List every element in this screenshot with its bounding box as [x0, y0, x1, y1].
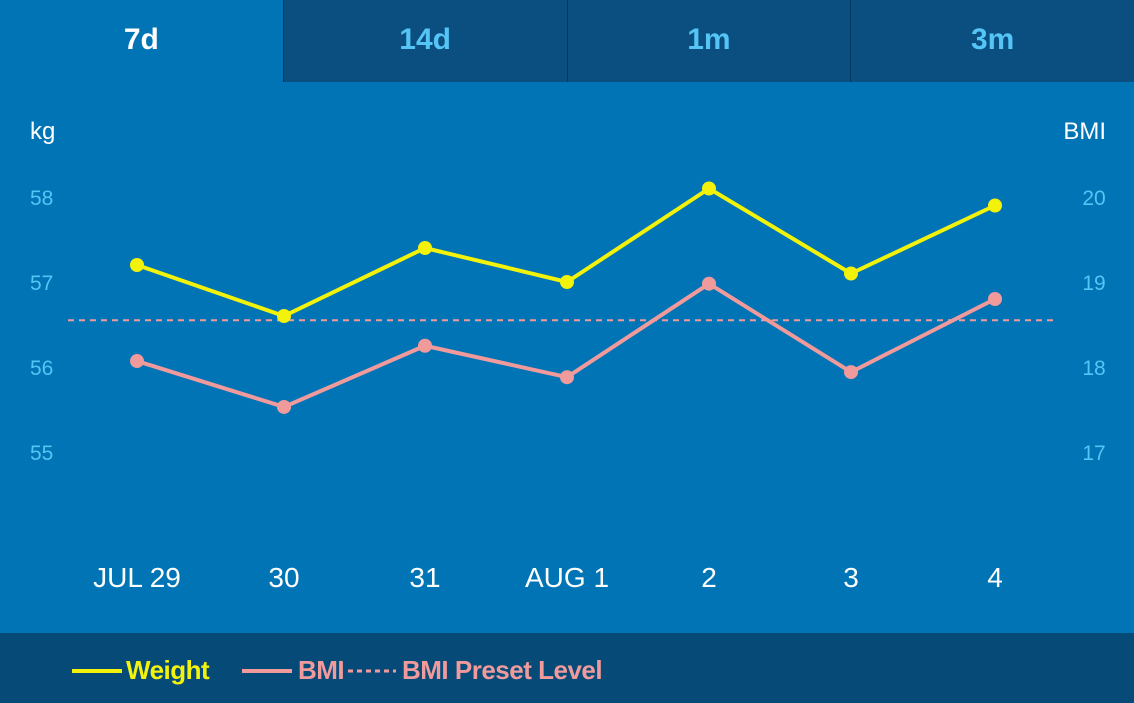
- period-tab-bar: 7d 14d 1m 3m: [0, 0, 1134, 82]
- right-tick-label: 17: [1082, 442, 1105, 465]
- x-tick-label: 30: [268, 562, 299, 593]
- bmi-data-point: [702, 276, 716, 291]
- legend-preset-label: BMI Preset Level: [402, 655, 603, 685]
- x-tick-label: 2: [701, 562, 717, 593]
- right-tick-label: 19: [1082, 272, 1105, 295]
- right-tick-label: 18: [1082, 357, 1105, 380]
- bmi-series-line: [136, 281, 996, 409]
- x-tick-label: AUG 1: [525, 562, 609, 593]
- chart-area: kg BMI 55 56 57 58 17 18 19 20 JUL 29 30 31 AUG 1 2 3…: [0, 82, 1134, 633]
- left-tick-label: 58: [30, 187, 53, 210]
- weight-data-point: [988, 198, 1002, 213]
- legend-preset-swatch: [348, 669, 396, 672]
- weight-bmi-chart: 55 56 57 58 17 18 19 20 JUL 29 30 31 AUG 1 2 3 4: [30, 181, 1106, 593]
- legend: Weight BMI BMI Preset Level: [0, 633, 1134, 703]
- bmi-data-point: [130, 354, 144, 369]
- right-tick-label: 20: [1082, 187, 1105, 210]
- legend-preset: BMI Preset Level: [348, 655, 603, 686]
- left-tick-label: 57: [30, 272, 53, 295]
- tab-7d[interactable]: 7d: [0, 0, 283, 82]
- x-tick-label: 4: [987, 562, 1003, 593]
- weight-data-point: [702, 181, 716, 196]
- legend-weight-swatch: [72, 668, 122, 673]
- bmi-data-point: [560, 370, 574, 385]
- right-axis-unit: BMI: [1063, 118, 1106, 145]
- x-tick-label: JUL 29: [93, 562, 181, 593]
- tab-3m[interactable]: 3m: [850, 0, 1134, 82]
- tab-1m[interactable]: 1m: [566, 0, 851, 82]
- tab-14d[interactable]: 14d: [282, 0, 567, 82]
- bmi-data-point: [418, 338, 432, 353]
- bmi-data-point: [844, 365, 858, 380]
- weight-data-point: [844, 266, 858, 281]
- weight-data-point: [130, 258, 144, 272]
- bmi-data-point: [988, 292, 1002, 306]
- weight-data-point: [560, 275, 574, 289]
- weight-data-point: [418, 241, 432, 255]
- weight-series-line: [136, 186, 996, 318]
- weight-data-point: [277, 309, 291, 323]
- legend-bmi-label: BMI: [298, 655, 345, 685]
- x-tick-label: 3: [843, 562, 859, 593]
- left-axis-unit: kg: [30, 118, 56, 145]
- legend-weight: Weight: [72, 655, 210, 686]
- left-tick-label: 55: [30, 442, 53, 465]
- x-tick-label: 31: [409, 562, 440, 593]
- legend-bmi-swatch: [242, 668, 292, 673]
- bmi-data-point: [277, 399, 291, 414]
- legend-weight-label: Weight: [126, 655, 210, 685]
- left-tick-label: 56: [30, 357, 53, 380]
- legend-bmi: BMI: [242, 655, 345, 686]
